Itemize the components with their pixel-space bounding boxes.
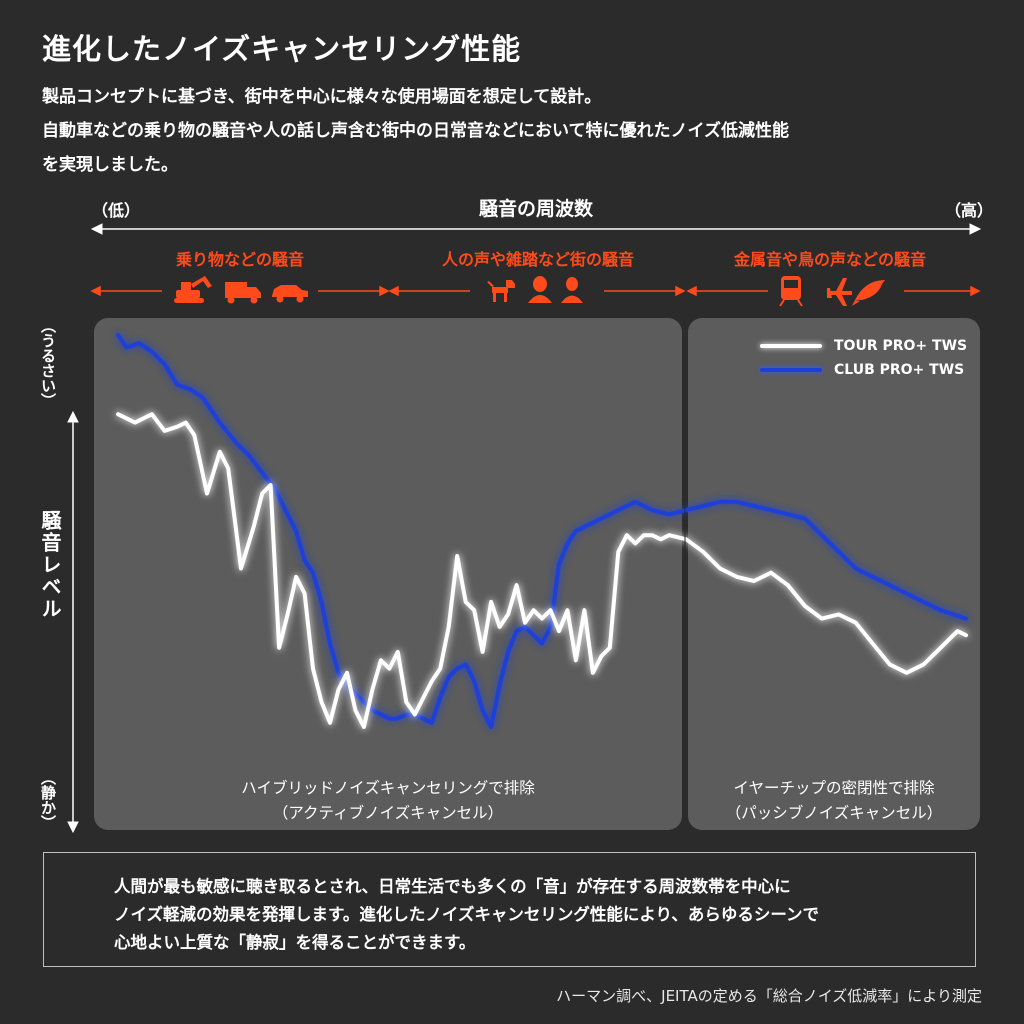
frequency-arrow	[90, 223, 982, 235]
bird-icon	[852, 280, 885, 306]
series-line-tour	[116, 412, 968, 729]
airplane-icon	[827, 278, 852, 306]
intro-text: 製品コンセプトに基づき、街中を中心に様々な使用場面を想定して設計。 自動車などの…	[42, 80, 1002, 182]
legend-label-tour: TOUR PRO+ TWS	[834, 338, 968, 354]
note-line: 人間が最も敏感に聴き取るとされ、日常生活でも多くの「音」が存在する周波数帯を中心…	[114, 877, 791, 896]
y-axis-top-label: （うるさい）	[39, 318, 57, 408]
note-line: 心地よい上質な「静寂」を得ることができます。	[114, 933, 476, 952]
excavator-icon	[174, 276, 212, 303]
active-nc-caption-line: （アクティブノイズキャンセル）	[272, 804, 504, 822]
category-label-city: 人の声や雑踏など街の騒音	[441, 250, 634, 269]
legend-swatch-tour	[760, 344, 822, 348]
legend-swatch-club	[760, 368, 822, 372]
level-arrow	[67, 410, 79, 834]
active-nc-panel	[94, 318, 682, 830]
category-arrows	[90, 285, 981, 297]
intro-line: 製品コンセプトに基づき、街中を中心に様々な使用場面を想定して設計。	[42, 87, 602, 107]
car-icon	[272, 285, 308, 303]
active-nc-caption-line: ハイブリッドノイズキャンセリングで排除	[241, 779, 535, 797]
legend-entry-club: CLUB PRO+ TWS	[760, 358, 967, 382]
intro-line: を実現しました。	[42, 155, 178, 175]
active-nc-caption: ハイブリッドノイズキャンセリングで排除 （アクティブノイズキャンセル）	[94, 776, 682, 826]
passive-nc-caption-line: （パッシブノイズキャンセル）	[725, 804, 943, 822]
dog-icon	[487, 280, 515, 302]
passive-nc-caption: イヤーチップの密閉性で排除 （パッシブノイズキャンセル）	[688, 776, 980, 826]
category-label-vehicles: 乗り物などの騒音	[175, 250, 304, 269]
note-line: ノイズ軽減の効果を発揮します。進化したノイズキャンセリング性能により、あらゆるシ…	[114, 905, 820, 924]
note-text: 人間が最も敏感に聴き取るとされ、日常生活でも多くの「音」が存在する周波数帯を中心…	[114, 873, 819, 957]
truck-icon	[225, 282, 261, 304]
person-icon	[561, 277, 583, 303]
train-icon	[779, 276, 803, 307]
y-axis-title: 騒音レベル	[38, 510, 62, 620]
chart-legend: TOUR PRO+ TWS CLUB PRO+ TWS	[760, 334, 967, 382]
category-label-metal-birds: 金属音や鳥の声などの騒音	[733, 250, 926, 269]
woman-icon	[528, 276, 552, 303]
frequency-low-label: （低）	[92, 201, 141, 220]
frequency-axis-title: 騒音の周波数	[478, 198, 593, 220]
frequency-high-label: （高）	[945, 201, 994, 220]
legend-entry-tour: TOUR PRO+ TWS	[760, 334, 967, 358]
passive-nc-caption-line: イヤーチップの密閉性で排除	[733, 779, 935, 797]
y-axis-bottom-label: （静か）	[39, 770, 57, 830]
passive-nc-panel	[688, 318, 980, 830]
page-title: 進化したノイズキャンセリング性能	[42, 32, 522, 66]
note-box: 人間が最も敏感に聴き取るとされ、日常生活でも多くの「音」が存在する周波数帯を中心…	[43, 852, 976, 967]
source-note: ハーマン調べ、JEITAの定める「総合ノイズ低減率」により測定	[556, 987, 982, 1005]
legend-label-club: CLUB PRO+ TWS	[834, 362, 965, 378]
intro-line: 自動車などの乗り物の騒音や人の話し声含む街中の日常音などにおいて特に優れたノイズ…	[42, 121, 789, 141]
